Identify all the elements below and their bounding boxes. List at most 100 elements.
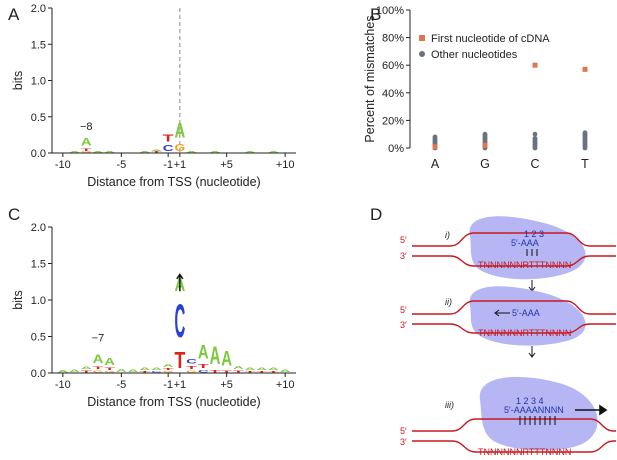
logo-letter: T <box>233 370 244 373</box>
logo-letter: A <box>186 151 197 153</box>
logo-letter: T <box>81 148 92 152</box>
rna: 5′-AAAANNNN <box>504 405 564 415</box>
end-label: 5′ <box>400 235 407 245</box>
logo-letter: A <box>104 355 115 367</box>
x-tick-label: -10 <box>55 159 71 171</box>
dna-strand <box>412 300 616 315</box>
logo-letter: A <box>57 370 68 374</box>
logo-letter: G <box>163 371 174 373</box>
end-label: 5′ <box>400 305 407 315</box>
logo-letter: A <box>245 152 256 153</box>
logo-letter: T <box>81 370 92 373</box>
y-tick-label: 80% <box>382 33 404 45</box>
y-tick-label: 2.0 <box>31 222 46 234</box>
point <box>582 130 588 136</box>
logo-letter: A <box>69 369 80 373</box>
legend-swatch <box>419 35 425 41</box>
panel-label: D <box>370 205 382 224</box>
logo-letter: A <box>280 369 291 373</box>
logo-letter: C <box>151 371 162 373</box>
x-tick-label: +10 <box>276 159 295 171</box>
x-tick-label: G <box>480 157 490 171</box>
logo-letter: G <box>186 370 197 373</box>
template: TNNNNNNRTTTNNNN <box>478 260 571 270</box>
x-tick-label: T <box>581 157 589 171</box>
x-tick-label: -1 <box>163 379 173 391</box>
polymerase <box>479 376 598 451</box>
x-tick-label: +5 <box>220 379 233 391</box>
logo-letter: A <box>93 353 104 366</box>
x-tick-label: +1 <box>174 379 187 391</box>
y-tick-label: 1.5 <box>31 39 46 51</box>
panel-label: C <box>8 205 20 224</box>
x-tick-label: +10 <box>276 379 295 391</box>
x-tick-label: A <box>431 157 440 171</box>
end-label: 3′ <box>400 251 407 261</box>
x-axis-label: Distance from TSS (nucleotide) <box>87 175 260 189</box>
x-tick-label: C <box>530 157 539 171</box>
end-label: 3′ <box>400 437 407 447</box>
x-tick-label: +5 <box>220 159 233 171</box>
numbers: 1 2 3 4 <box>516 396 544 406</box>
logo-letter: A <box>233 365 244 370</box>
logo-letter: C <box>198 370 209 374</box>
x-tick-label: +1 <box>174 159 187 171</box>
rna: 5′-AAA <box>512 308 540 318</box>
y-tick-label: 0.0 <box>31 368 46 380</box>
arrow <box>575 404 608 416</box>
x-tick-label: -5 <box>116 159 126 171</box>
logo-letter: A <box>69 151 80 153</box>
point <box>432 134 438 140</box>
logo-letter: A <box>151 149 162 151</box>
y-tick-label: 0% <box>388 143 404 155</box>
rna: 5′-AAA <box>511 238 539 248</box>
y-tick-label: 1.0 <box>31 76 46 88</box>
logo-letter: T <box>163 368 174 371</box>
annotation: −8 <box>80 121 93 133</box>
arrow <box>494 309 510 317</box>
logo-letter: A <box>93 151 104 153</box>
logo-letter: T <box>151 152 162 153</box>
point <box>532 131 538 137</box>
panel-label: A <box>8 5 20 24</box>
logo-letter: A <box>81 366 92 370</box>
logo-letter: T <box>139 371 150 373</box>
point <box>482 142 488 148</box>
logo-letter: T <box>163 133 174 144</box>
logo-letter: A <box>245 367 256 371</box>
arrow <box>176 273 184 292</box>
x-axis-label: Distance from TSS (nucleotide) <box>87 395 260 409</box>
y-tick-label: 60% <box>382 60 404 72</box>
y-tick-label: 20% <box>382 115 404 127</box>
dna-strand <box>412 323 616 334</box>
diagram: i) 5′ 3′ 1 2 3 5′-AAA TNNNNNNRTTTNNNN ii… <box>400 216 616 457</box>
legend-swatch <box>419 51 425 57</box>
step-label: i) <box>445 230 450 240</box>
y-axis-label: bits <box>11 71 25 90</box>
x-tick-label: -5 <box>116 379 126 391</box>
x-tick-label: -10 <box>55 379 71 391</box>
logo-letter: A <box>210 342 221 370</box>
logo-letter: T <box>174 349 185 374</box>
dna-strand <box>412 232 616 247</box>
logo-letter: A <box>210 152 221 153</box>
panel-label: B <box>370 5 381 24</box>
y-axis-label: Percent of mismatches <box>363 15 377 142</box>
logo-letter: A <box>268 367 279 371</box>
end-label: 5′ <box>400 426 407 436</box>
logo-letter: A <box>198 340 209 362</box>
logo-letter: A <box>139 367 150 371</box>
point <box>532 62 538 68</box>
logo-letter: T <box>221 370 232 373</box>
step-label: iii) <box>445 400 454 410</box>
logo-letter: G <box>104 371 115 373</box>
logo-letter: C <box>186 358 197 365</box>
y-tick-label: 1.0 <box>31 295 46 307</box>
step-label: ii) <box>445 297 452 307</box>
y-tick-label: 100% <box>376 5 404 17</box>
arrow <box>528 346 536 358</box>
logo-letter: A <box>221 346 232 370</box>
point <box>582 66 588 72</box>
logo-letter: T <box>198 363 209 370</box>
template: TNNNNNNRTTTNNNN <box>478 328 571 338</box>
